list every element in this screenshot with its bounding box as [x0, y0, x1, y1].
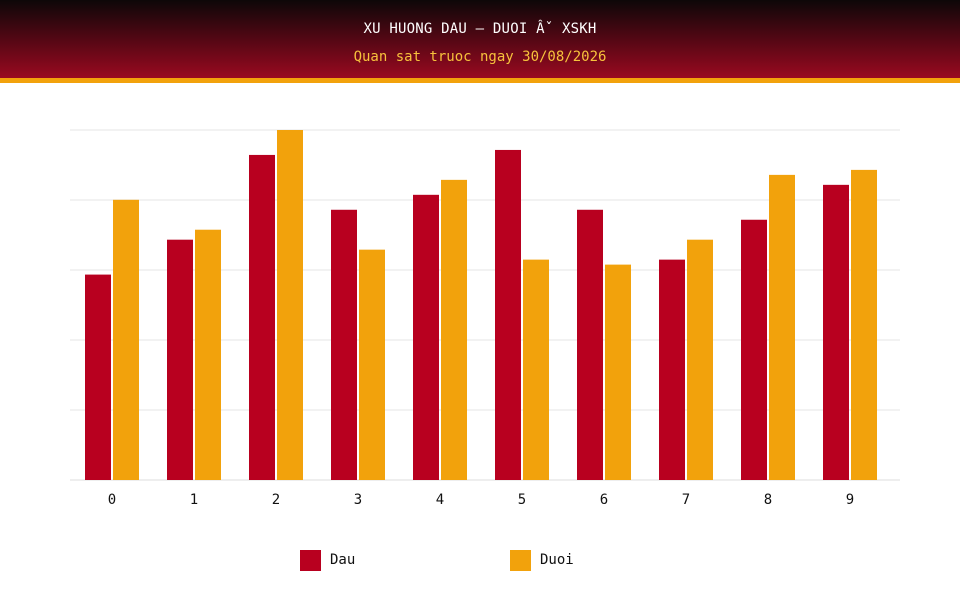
bar-duoi-7[interactable] [687, 239, 713, 480]
legend-swatch-dau [300, 549, 321, 571]
legend-item-duoi[interactable]: Duoi [510, 549, 574, 571]
chart-header [0, 0, 960, 78]
x-tick-label-7: 7 [682, 492, 690, 508]
bar-dau-5[interactable] [495, 149, 521, 480]
x-tick-label-8: 8 [764, 492, 772, 508]
x-tick-label-5: 5 [518, 492, 526, 508]
bar-duoi-0[interactable] [113, 199, 139, 480]
bar-duoi-4[interactable] [441, 179, 467, 480]
legend-swatch-duoi [510, 549, 531, 571]
legend-label-dau: Dau [330, 552, 356, 568]
x-tick-label-0: 0 [108, 492, 116, 508]
bar-duoi-3[interactable] [359, 249, 385, 480]
x-tick-label-9: 9 [846, 492, 854, 508]
bar-dau-1[interactable] [167, 239, 193, 480]
header-accent-stripe [0, 78, 960, 83]
bar-dau-2[interactable] [249, 154, 275, 480]
x-tick-label-4: 4 [436, 492, 444, 508]
x-tick-label-1: 1 [190, 492, 198, 508]
bar-duoi-1[interactable] [195, 229, 221, 480]
legend-item-dau[interactable]: Dau [300, 549, 355, 571]
bar-duoi-9[interactable] [851, 169, 877, 480]
bar-duoi-2[interactable] [277, 130, 303, 480]
legend-label-duoi: Duoi [540, 552, 574, 568]
bar-dau-6[interactable] [577, 209, 603, 480]
bar-duoi-8[interactable] [769, 174, 795, 480]
bar-dau-7[interactable] [659, 259, 685, 480]
bar-dau-0[interactable] [85, 274, 111, 480]
bar-duoi-6[interactable] [605, 264, 631, 480]
x-tick-label-2: 2 [272, 492, 280, 508]
bar-dau-8[interactable] [741, 219, 767, 480]
x-tick-label-6: 6 [600, 492, 608, 508]
bar-dau-9[interactable] [823, 184, 849, 480]
bar-dau-3[interactable] [331, 209, 357, 480]
x-tick-label-3: 3 [354, 492, 362, 508]
chart-subtitle: Quan sat truoc ngay 30/08/2026 [353, 49, 607, 65]
bar-dau-4[interactable] [413, 194, 439, 480]
chart-title: XU HUONG DAU – DUOI Âˇ XSKH [363, 21, 597, 37]
bar-duoi-5[interactable] [523, 259, 549, 480]
